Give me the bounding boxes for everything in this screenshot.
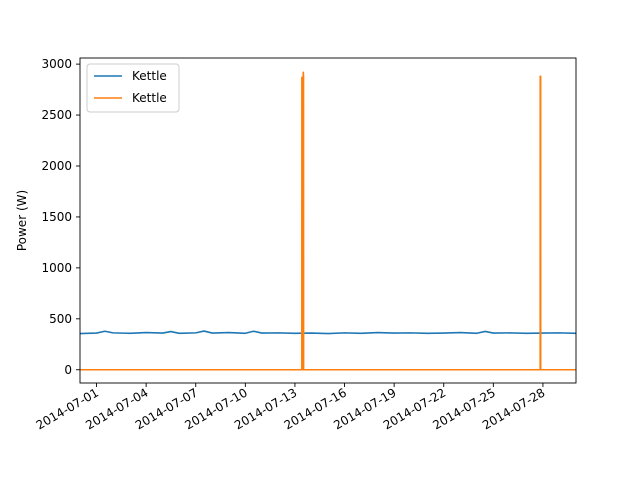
y-tick-label: 1500 bbox=[41, 210, 72, 224]
legend: Kettle Kettle bbox=[86, 63, 180, 113]
y-tick-label: 2500 bbox=[41, 108, 72, 122]
legend-label-2: Kettle bbox=[132, 91, 167, 105]
plot-lines bbox=[80, 71, 576, 371]
series-line-2 bbox=[80, 71, 576, 371]
y-tick-label: 500 bbox=[49, 312, 72, 326]
y-axis-label: Power (W) bbox=[15, 190, 29, 251]
y-tick-label: 1000 bbox=[41, 261, 72, 275]
legend-label-1: Kettle bbox=[132, 69, 167, 83]
y-tick-label: 0 bbox=[64, 363, 72, 377]
y-tick-label: 2000 bbox=[41, 159, 72, 173]
plot-frame bbox=[79, 57, 577, 384]
y-tick-label: 3000 bbox=[41, 57, 72, 71]
y-axis-ticks: 0 500 1000 1500 2000 2500 3000 bbox=[41, 57, 80, 377]
